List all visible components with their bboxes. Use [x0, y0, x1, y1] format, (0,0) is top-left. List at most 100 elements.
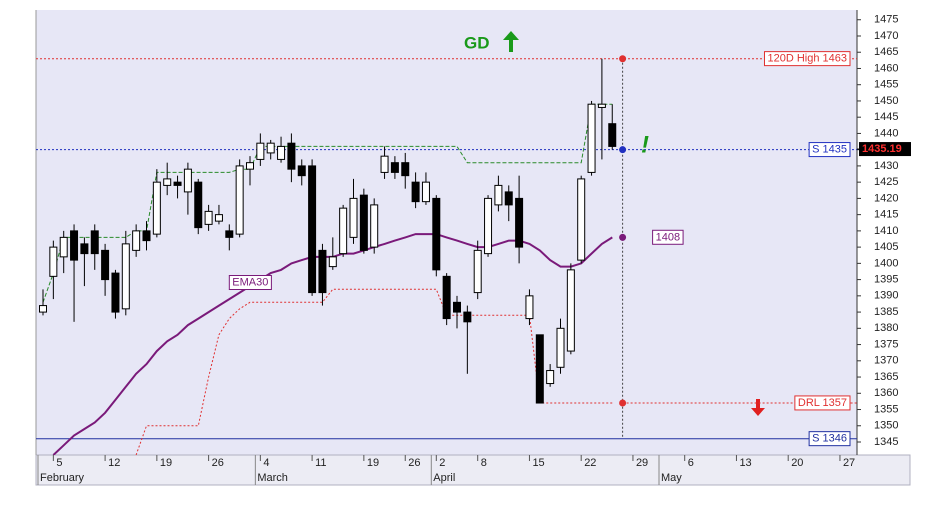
candle-body [442, 275, 451, 320]
y-tick-label: 1460 [874, 62, 898, 74]
candle-body [473, 249, 482, 294]
candle-body [546, 370, 555, 385]
x-tick-label: 19 [160, 457, 172, 469]
candle-body [204, 210, 213, 225]
level-label: S 1346 [812, 433, 847, 445]
candle-body [597, 103, 606, 108]
candle-body [39, 305, 47, 313]
y-tick-label: 1380 [874, 322, 898, 334]
candle-body [390, 162, 399, 173]
candle-body [225, 230, 234, 238]
y-tick-label: 1345 [874, 436, 898, 448]
candle-body [142, 230, 151, 242]
y-tick-label: 1375 [874, 338, 898, 350]
y-tick-label: 1350 [874, 420, 898, 432]
y-tick-label: 1395 [874, 274, 898, 286]
y-tick-label: 1410 [874, 225, 898, 237]
month-label: May [661, 472, 682, 484]
y-tick-label: 1465 [874, 46, 898, 58]
level-label-box [808, 142, 851, 158]
x-tick-label: 11 [315, 457, 326, 469]
level-label: DRL 1357 [798, 397, 847, 409]
y-tick-label: 1415 [874, 209, 898, 221]
y-tick-label: 1470 [874, 30, 898, 42]
x-tick-label: 20 [791, 457, 803, 469]
level-label-box [763, 51, 851, 67]
y-tick-label: 1385 [874, 306, 898, 318]
candle-body [59, 236, 68, 258]
candle-body [328, 256, 337, 268]
x-tick-label: 4 [263, 457, 269, 469]
y-tick-label: 1370 [874, 355, 898, 367]
x-tick-label: 2 [439, 457, 445, 469]
y-tick-label: 1355 [874, 403, 898, 415]
candle-body [277, 145, 286, 160]
price-tag-label: 1435.19 [862, 143, 902, 155]
y-tick-label: 1365 [874, 371, 898, 383]
candle-body [70, 230, 79, 261]
candle-body [152, 181, 161, 235]
candle-body [132, 230, 141, 251]
candle-body [256, 142, 265, 160]
x-tick-label: 26 [212, 457, 224, 469]
candle-body [111, 272, 120, 313]
candle-body [515, 197, 524, 248]
candle-body [608, 123, 617, 147]
candle-body [90, 230, 99, 255]
candle-body [494, 184, 503, 206]
y-tick-label: 1450 [874, 95, 898, 107]
y-tick-label: 1445 [874, 111, 898, 123]
candle-body [246, 162, 254, 170]
x-tick-label: 12 [108, 457, 120, 469]
candle-body [297, 165, 306, 177]
level-label-box [794, 395, 851, 411]
level-label: 120D High 1463 [767, 53, 847, 65]
y-tick-label: 1420 [874, 192, 898, 204]
y-tick-label: 1475 [874, 14, 898, 26]
price-tag-box [859, 142, 911, 157]
candle-body [535, 334, 544, 404]
candle-body [380, 155, 389, 173]
candle-body [370, 204, 379, 248]
candle-body [432, 197, 441, 271]
candle-body [484, 197, 493, 255]
candle-body [453, 301, 461, 313]
y-tick-label: 1390 [874, 290, 898, 302]
series-end-dot [619, 233, 627, 241]
candle-body [421, 181, 430, 203]
x-tick-label: 6 [688, 457, 694, 469]
x-tick-label: 22 [584, 457, 596, 469]
candle-body [411, 181, 420, 203]
series-end-label: 1408 [656, 231, 680, 243]
candle-body [214, 214, 223, 222]
candle-body [101, 249, 110, 281]
y-tick-label: 1455 [874, 79, 898, 91]
candle-body [163, 178, 172, 186]
x-tick-label: 27 [843, 457, 855, 469]
x-tick-label: 15 [532, 457, 544, 469]
overlay-line [135, 288, 613, 455]
level-label: S 1435 [812, 144, 847, 156]
x-tick-label: 5 [56, 457, 62, 469]
candle-body [587, 103, 596, 173]
candle-body [183, 168, 192, 193]
y-tick-label: 1440 [874, 127, 898, 139]
month-label: February [40, 472, 85, 484]
down-arrow [751, 399, 765, 416]
plot-background [36, 10, 857, 455]
series-end-label-box [652, 229, 684, 245]
candle-body [121, 243, 130, 310]
y-tick-label: 1400 [874, 257, 898, 269]
candle-body [556, 327, 565, 368]
x-tick-label: 26 [408, 457, 420, 469]
candle-body [235, 165, 244, 235]
x-tick-label: 29 [636, 457, 648, 469]
candle-body [318, 249, 327, 294]
x-tick-label: 19 [367, 457, 379, 469]
level-dot [619, 399, 627, 407]
series-label: EMA30 [232, 277, 268, 289]
y-tick-label: 1430 [874, 160, 898, 172]
alert-text: ! [641, 131, 649, 158]
candle-body [173, 181, 182, 186]
